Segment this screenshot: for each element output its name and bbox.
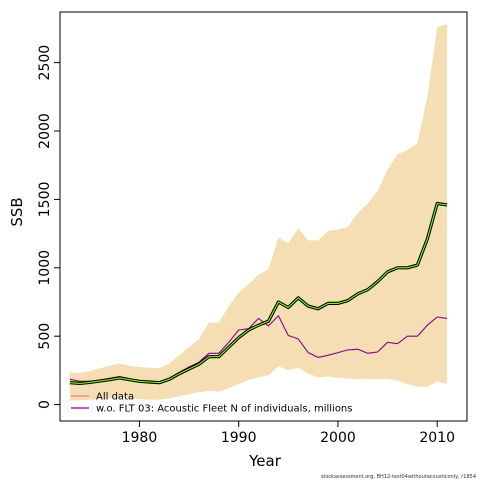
legend-item-all-data-label: All data bbox=[96, 392, 134, 403]
y-tick-label: 500 bbox=[37, 323, 53, 350]
y-tick-label: 1000 bbox=[37, 250, 53, 286]
axes: 1980 1990 2000 2010 0 500 1000 1500 2000 2500 bbox=[37, 11, 468, 446]
x-tick-label: 2000 bbox=[320, 430, 356, 446]
x-tick-label: 1980 bbox=[122, 430, 158, 446]
x-tick-label: 2010 bbox=[419, 430, 455, 446]
y-tick-label: 2500 bbox=[37, 45, 53, 81]
series-line-all-data bbox=[69, 202, 448, 384]
y-tick-label: 1500 bbox=[37, 182, 53, 218]
x-axis-title: Year bbox=[248, 452, 282, 470]
plot-area bbox=[69, 24, 448, 401]
y-tick-label: 2000 bbox=[37, 113, 53, 149]
plot-frame bbox=[59, 11, 468, 422]
y-tick-label: 0 bbox=[37, 400, 53, 409]
footer-note: stockassessment.org, BH12-test04withouta… bbox=[321, 474, 476, 480]
y-axis-title: SSB bbox=[8, 197, 26, 226]
confidence-band bbox=[69, 24, 448, 401]
x-tick-label: 1990 bbox=[221, 430, 257, 446]
legend-item-without-flt03-label: w.o. FLT 03: Acoustic Fleet N of individ… bbox=[96, 404, 352, 415]
